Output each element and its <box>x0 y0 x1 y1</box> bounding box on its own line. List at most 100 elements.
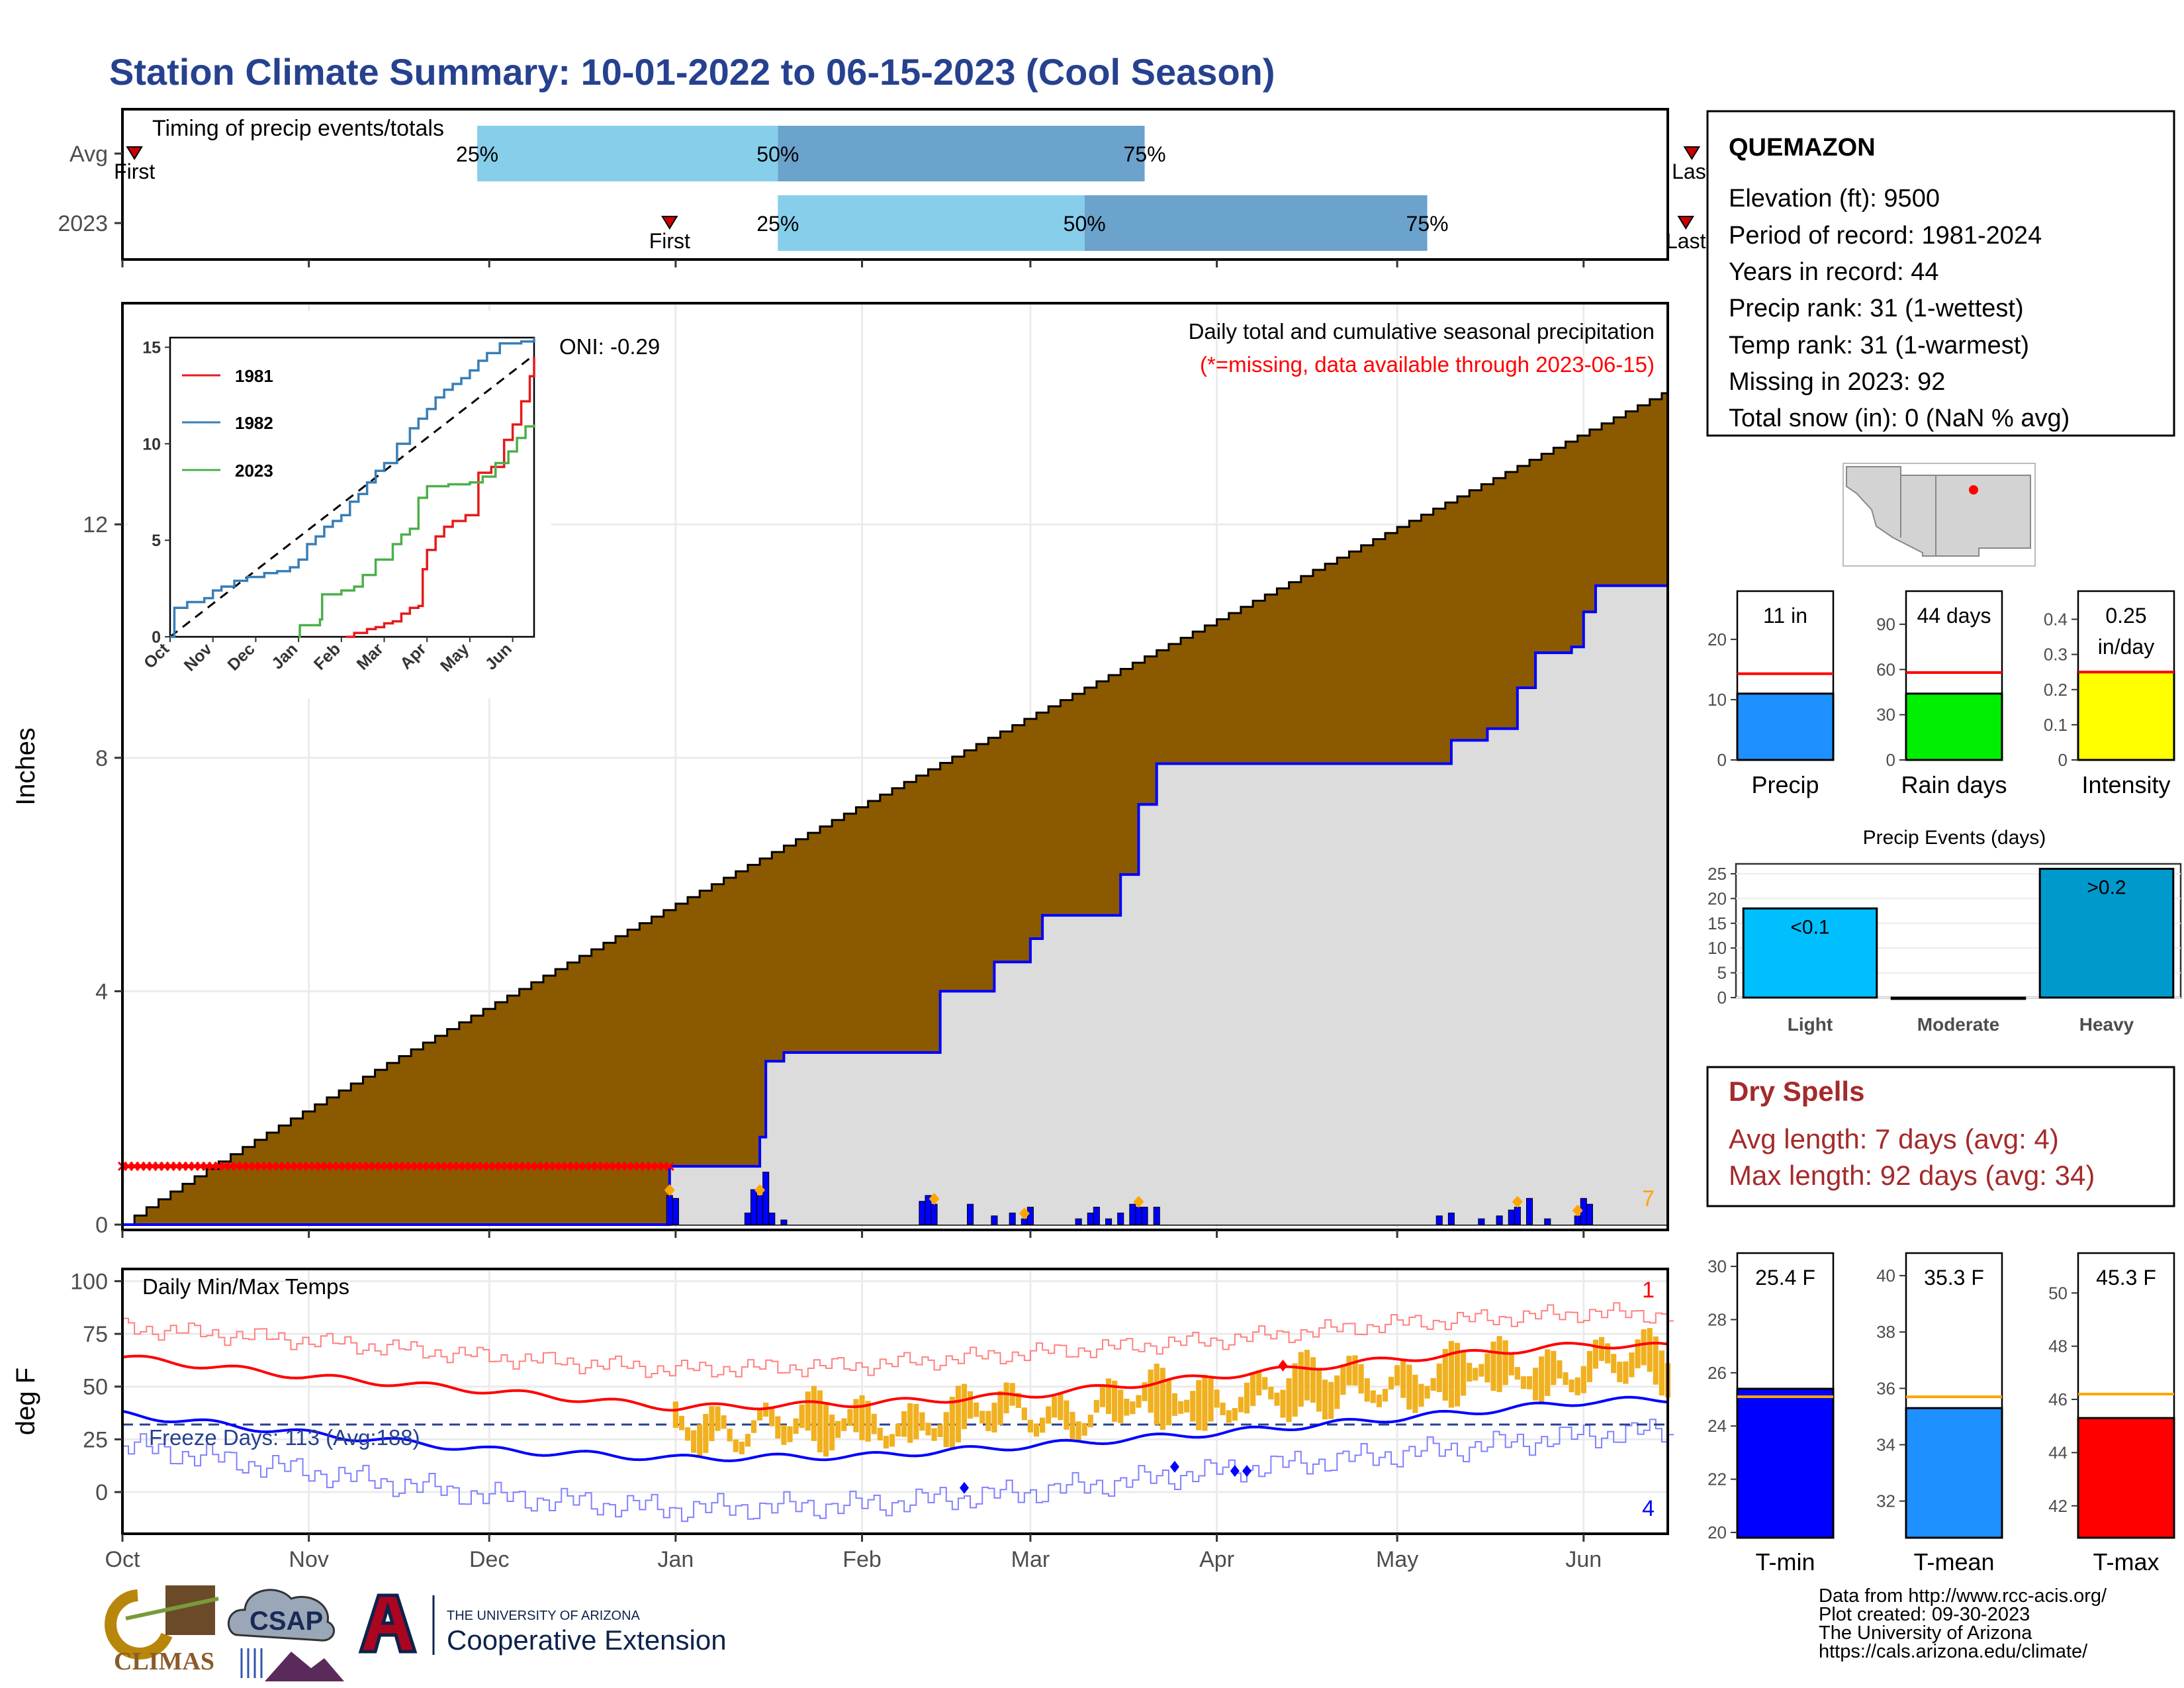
daily-precip-bar <box>750 1189 758 1225</box>
temp-gauges: 20 22 24 26 28 30 25.4 F T-min 32 34 36 38 40 35.3 F T… <box>1707 1252 2175 1575</box>
daily-temp-bar <box>829 1414 835 1450</box>
temp-gauge-0-ytick-label: 28 <box>1707 1309 1727 1329</box>
timing-bar-50-75 <box>1084 195 1428 251</box>
daily-temp-bar <box>1394 1365 1400 1386</box>
precip-missing-note: (*=missing, data available through 2023-… <box>1200 352 1655 377</box>
daily-temp-bar <box>1574 1377 1580 1395</box>
daily-temp-bar <box>1551 1350 1557 1385</box>
daily-temp-bar <box>745 1434 751 1447</box>
temp-gauge-1-ytick-label: 36 <box>1876 1378 1895 1398</box>
timing-first-label: First <box>649 229 690 253</box>
temp-gauge-2-ytick-label: 48 <box>2048 1336 2068 1356</box>
timing-last-marker <box>1683 146 1701 160</box>
daily-temp-bar <box>1436 1363 1442 1393</box>
events-ytick-label: 15 <box>1707 914 1727 933</box>
inset-ytick-label: 15 <box>142 339 161 357</box>
daily-temp-bar <box>1520 1376 1527 1389</box>
temp-gauge-2-label: T-max <box>2093 1548 2159 1575</box>
daily-temp-bar <box>1508 1352 1514 1376</box>
daily-precip-bar <box>1447 1212 1455 1225</box>
daily-temp-bar <box>775 1416 781 1439</box>
events-ytick-label: 25 <box>1707 864 1727 884</box>
events-bar-light <box>1742 907 1878 999</box>
precip-gauge-2-bar <box>2077 671 2175 761</box>
daily-temp-bar <box>1118 1389 1124 1423</box>
daily-precip-bar <box>1009 1212 1016 1225</box>
temp-ytick-label: 75 <box>83 1322 108 1347</box>
csap-logo: CSAP <box>228 1589 344 1681</box>
precip-gauge-1-ytick-label: 90 <box>1876 614 1895 634</box>
daily-temp-bar <box>684 1427 691 1441</box>
daily-temp-bar <box>1454 1342 1461 1407</box>
inset-series-2023 <box>298 424 535 638</box>
daily-temp-bar <box>865 1401 871 1442</box>
daily-temp-bar <box>1112 1380 1118 1422</box>
temp-gauge-1-ytick-label: 32 <box>1876 1491 1895 1511</box>
daily-temp-bar <box>739 1441 745 1454</box>
daily-temp-bar <box>1165 1380 1171 1426</box>
station-line-precip-rank: Precip rank: 31 (1-wettest) <box>1729 295 2024 322</box>
temp-gauge-2-value-label: 45.3 F <box>2096 1266 2156 1289</box>
daily-temp-bar <box>871 1413 877 1434</box>
daily-temp-bar <box>1592 1339 1599 1369</box>
daily-precip-bar <box>1093 1207 1100 1225</box>
daily-temp-bar <box>1130 1401 1136 1415</box>
daily-temp-bar <box>1617 1362 1623 1383</box>
event-marker <box>1019 1207 1030 1220</box>
daily-temp-bar <box>985 1411 991 1431</box>
daily-precip-bar <box>1087 1212 1094 1225</box>
inset-ytick-label: 0 <box>152 628 161 647</box>
events-category-light: Light <box>1788 1014 1833 1035</box>
events-ytick-label: 5 <box>1717 963 1727 983</box>
daily-precip-bar <box>1514 1207 1521 1225</box>
events-content: 0 5 10 15 20 25 <0.1 Light Moderate >0.2 Heavy <box>1707 864 2181 1035</box>
daily-temp-bar <box>1586 1350 1592 1382</box>
temp-gauge-2-ytick-label: 42 <box>2048 1496 2068 1516</box>
temp-xtick-label: Mar <box>1011 1547 1050 1572</box>
oni-label: ONI: -0.29 <box>559 334 660 359</box>
avg-max-line <box>122 1341 1668 1412</box>
climas-logo: CLIMAS <box>105 1585 219 1675</box>
record-max-line <box>122 1302 1674 1378</box>
temp-gauge-2-ytick-label: 46 <box>2048 1389 2068 1409</box>
daily-temp-bar <box>1545 1349 1551 1396</box>
precip-gauge-2-ytick-label: 0.1 <box>2044 715 2068 735</box>
inset-ytick-label: 10 <box>142 435 161 453</box>
credit-university: The University of Arizona <box>1819 1622 2032 1644</box>
daily-temp-bar <box>961 1383 968 1430</box>
temp-gauge-0-ytick-label: 26 <box>1707 1363 1727 1383</box>
temp-gauge-2-ytick-label: 44 <box>2048 1442 2068 1462</box>
precip-gauge-2-ytick-label: 0.4 <box>2044 610 2068 630</box>
timing-first-label: First <box>114 160 155 183</box>
daily-temp-bar <box>1058 1393 1064 1421</box>
events-category-heavy: Heavy <box>2079 1014 2134 1035</box>
daily-temp-bar <box>1346 1356 1352 1385</box>
daily-temp-bar <box>1081 1423 1087 1436</box>
locator-map <box>1843 463 2036 567</box>
daily-temp-bar <box>889 1434 895 1447</box>
daily-temp-bar <box>1171 1393 1178 1416</box>
daily-temp-bar <box>1015 1393 1021 1408</box>
daily-temp-bar <box>799 1404 805 1429</box>
temp-gauge-1-label: T-mean <box>1913 1548 1994 1575</box>
temp-gauge-1-ytick-label: 34 <box>1876 1435 1895 1455</box>
temp-gauge-1-value-label: 35.3 F <box>1924 1266 1984 1289</box>
temp-xtick-label: Apr <box>1199 1547 1234 1572</box>
daily-temp-bar <box>1430 1378 1436 1391</box>
inset-average-line <box>169 354 535 638</box>
daily-temp-bar <box>1238 1397 1244 1413</box>
record-marker <box>1230 1465 1240 1477</box>
daily-precip-bar <box>1544 1218 1551 1225</box>
precip-gauge-1-ytick-label: 0 <box>1886 750 1895 770</box>
daily-precip-bar <box>780 1219 788 1225</box>
daily-temp-bar <box>1442 1348 1448 1401</box>
inset-legend-1981: 1981 <box>235 366 273 386</box>
daily-temp-bar <box>1069 1411 1075 1440</box>
climas-logo-text: CLIMAS <box>114 1648 214 1675</box>
daily-temp-bar <box>1382 1389 1388 1402</box>
page-title: Station Climate Summary: 10-01-2022 to 0… <box>109 51 1275 93</box>
precip-count-label: 7 <box>1642 1186 1655 1211</box>
precip-gauge-1-ytick-label: 30 <box>1876 705 1895 725</box>
daily-temp-bar <box>1292 1363 1298 1417</box>
